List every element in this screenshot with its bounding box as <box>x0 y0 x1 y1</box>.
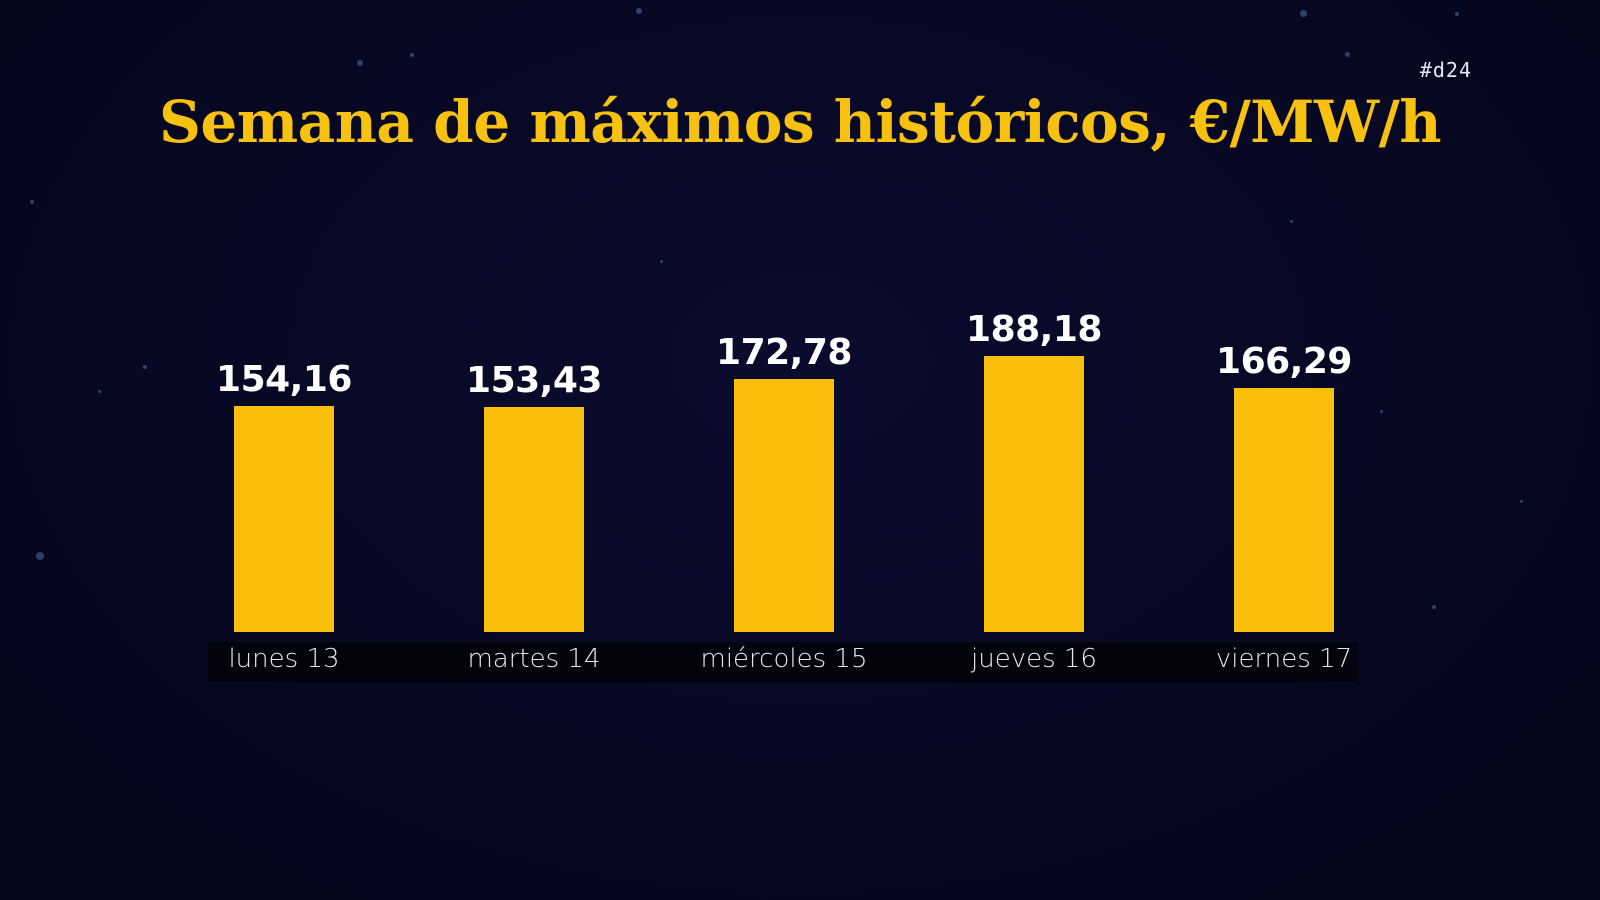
category-label: martes 14 <box>467 644 601 674</box>
category-label: miércoles 15 <box>700 644 868 674</box>
bar-value-label: 172,78 <box>716 332 852 373</box>
bar <box>234 406 334 632</box>
bar-value-label: 166,29 <box>1216 341 1352 382</box>
bar-group: 188,18 <box>944 0 1124 632</box>
bar <box>984 356 1084 632</box>
bar <box>1234 388 1334 632</box>
bar <box>484 407 584 632</box>
bar-value-label: 153,43 <box>466 360 602 401</box>
category-label: viernes 17 <box>1215 644 1353 674</box>
bar <box>734 379 834 632</box>
channel-hashtag: #d24 <box>1419 58 1472 82</box>
category-label: jueves 16 <box>971 644 1097 674</box>
category-label-strip <box>208 642 1358 682</box>
category-label: lunes 13 <box>228 644 340 674</box>
bar-group: 153,43 <box>444 0 624 632</box>
bar-value-label: 154,16 <box>216 359 352 400</box>
bar-group: 154,16 <box>194 0 374 632</box>
bar-group: 166,29 <box>1194 0 1374 632</box>
chart-title: Semana de máximos históricos, €/MW/h <box>159 88 1442 156</box>
bar-group: 172,78 <box>694 0 874 632</box>
bar-value-label: 188,18 <box>966 309 1102 350</box>
